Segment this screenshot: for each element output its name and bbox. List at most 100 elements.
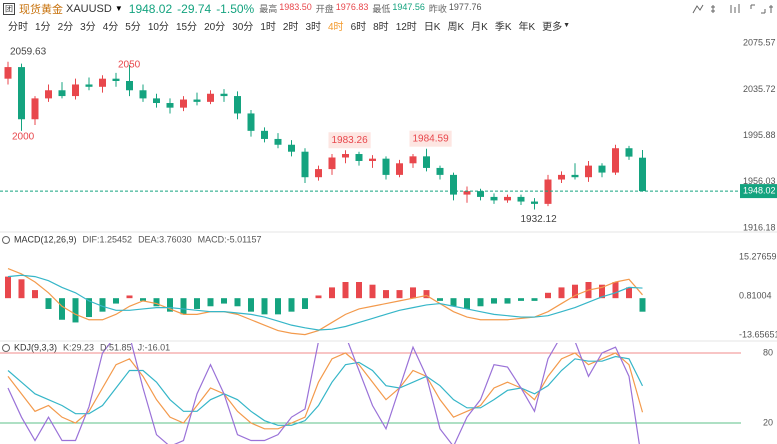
candle-body: [517, 196, 525, 202]
candle-body: [31, 98, 39, 120]
candle-body: [247, 113, 255, 131]
candle-body: [450, 174, 457, 195]
macd-bar: [369, 284, 376, 299]
candle-body: [58, 90, 66, 97]
macd-bar: [572, 284, 578, 299]
candle-body: [423, 156, 430, 168]
macd-bar: [288, 298, 295, 312]
candle-body: [436, 167, 444, 175]
macd-bar: [99, 298, 106, 312]
timeframe-tab[interactable]: 30分: [232, 22, 254, 33]
macd-bar: [626, 287, 632, 299]
timeframe-tab[interactable]: 3分: [80, 22, 96, 33]
timeframe-tab[interactable]: 5分: [125, 22, 141, 33]
macd-bar: [315, 295, 322, 299]
macd-bar: [545, 292, 551, 299]
indicator-title: MACD(12,26,9): [14, 234, 77, 244]
timeframe-tab[interactable]: 1时: [260, 22, 276, 33]
macd-bar: [32, 290, 38, 299]
change-pct: -1.50%: [216, 1, 255, 16]
macd-bar: [59, 298, 65, 320]
indicator-tool[interactable]: [711, 4, 715, 13]
timeframe-tab[interactable]: 10分: [147, 22, 169, 33]
timeframe-tab[interactable]: 8时: [373, 22, 389, 33]
logo: 团: [3, 2, 15, 15]
macd-bar: [86, 298, 92, 318]
stat-value: 1976.83: [335, 2, 369, 12]
timeframe-tab[interactable]: 日K: [423, 22, 441, 33]
symbol[interactable]: XAUUSD: [66, 2, 112, 15]
candle-body: [234, 96, 241, 114]
candle-body: [558, 174, 565, 180]
candle-body: [207, 93, 214, 102]
price-label: 2059.63: [10, 46, 47, 57]
price-label: 1932.12: [521, 214, 558, 225]
timeframe-tab[interactable]: 更多: [542, 22, 563, 33]
macd-bar: [5, 276, 11, 299]
timeframe-tab[interactable]: 4分: [102, 22, 119, 33]
timeframe-tab[interactable]: 季K: [494, 22, 512, 33]
timeframe-tab[interactable]: 2分: [57, 22, 74, 33]
timeframe-tab[interactable]: 6时: [350, 22, 367, 33]
stat-value: 1983.50: [279, 2, 312, 12]
indicator-line: [7, 343, 640, 444]
timeframe-tab[interactable]: 1分: [35, 22, 51, 33]
legend-entry: K:29.23: [63, 342, 94, 352]
price-label-box: [409, 130, 452, 147]
timeframe-tab[interactable]: 分时: [8, 22, 28, 33]
candle-body: [625, 148, 633, 157]
indicator-title: KDJ(9,3,3): [14, 342, 57, 352]
legend-entry: DIF:1.25452: [83, 234, 133, 244]
candle-body: [85, 84, 93, 87]
macd-bar: [531, 298, 538, 301]
timeframe-tab[interactable]: 20分: [204, 22, 226, 33]
candle-body: [261, 130, 268, 139]
y-tick-label: 1916.18: [743, 222, 776, 232]
dropdown[interactable]: ▼: [114, 4, 123, 13]
macd-bar: [153, 298, 160, 307]
timeframe-tab[interactable]: 12时: [395, 22, 417, 33]
candle-body: [369, 158, 376, 161]
candle-body: [531, 201, 538, 204]
macd-bar: [275, 298, 281, 315]
dropdown[interactable]: ▼: [563, 22, 571, 29]
timeframe-tab[interactable]: 2时: [282, 22, 299, 33]
title[interactable]: 现货黄金: [19, 3, 63, 16]
macd-bar: [558, 287, 565, 299]
last-price-label: 1948.02: [743, 185, 776, 195]
candle-body: [585, 165, 592, 178]
timeframe-tab[interactable]: 月K: [471, 22, 488, 33]
draw-tool[interactable]: [692, 4, 704, 13]
header: 团 现货黄金 XAUUSD ▼ 1948.02 -29.74 -1.50% 最高…: [0, 0, 777, 17]
candle-body: [342, 154, 349, 158]
stat-value: 1947.56: [392, 2, 425, 12]
candle-body: [126, 80, 133, 91]
tools: [692, 3, 773, 13]
timeframe-tab[interactable]: 4时: [328, 22, 344, 33]
candle-body: [409, 156, 417, 164]
macd-bar: [410, 287, 416, 299]
change: -29.74: [177, 1, 212, 16]
timeframe-tab[interactable]: 年K: [518, 22, 536, 33]
timeframe-tab[interactable]: 15分: [175, 22, 198, 33]
candle-body: [301, 151, 309, 178]
candle-body: [112, 78, 120, 81]
y-tick-label: 0.81004: [739, 290, 772, 300]
timeframe-tab[interactable]: 周K: [447, 22, 465, 33]
macd-bar: [383, 290, 389, 299]
more[interactable]: [769, 4, 773, 13]
price-mark: 2050: [118, 60, 141, 71]
macd-bar: [491, 298, 497, 304]
price-label: 1984.59: [413, 133, 450, 144]
macd-bar: [207, 298, 214, 307]
chart-type[interactable]: [730, 3, 740, 13]
macd-bar: [342, 282, 349, 299]
macd-bar: [194, 298, 200, 309]
timeframe-tab[interactable]: 3时: [305, 22, 321, 33]
candle-body: [639, 157, 646, 192]
candle-body: [504, 196, 511, 201]
fullscreen[interactable]: [750, 4, 766, 13]
y-tick-label: 15.27659: [739, 251, 777, 261]
candle-body: [180, 99, 187, 108]
stat-label: 昨收: [428, 4, 447, 14]
